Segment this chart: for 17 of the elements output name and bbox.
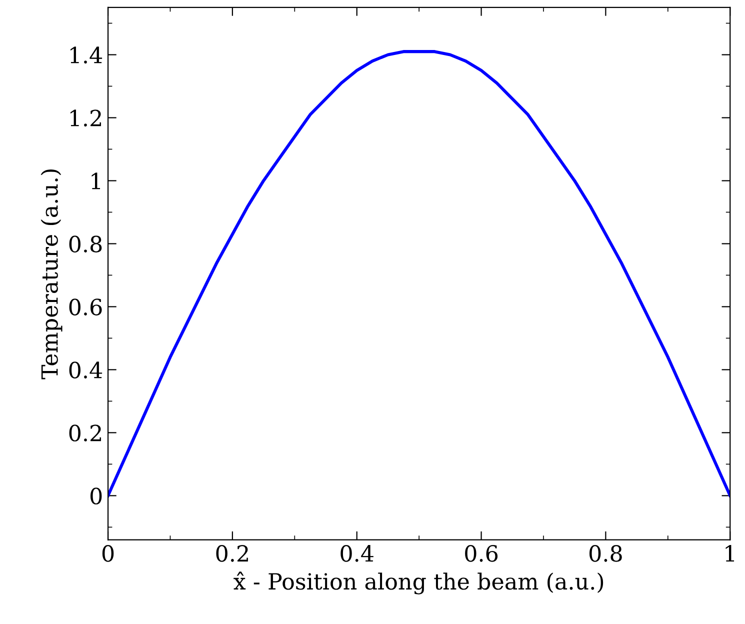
x-tick-label: 0.4	[340, 545, 374, 562]
y-tick-label: 0	[90, 488, 102, 504]
y-axis-title: Temperature (a.u.)	[40, 170, 62, 380]
x-tick-label: 0.8	[589, 545, 622, 562]
y-tick-label: 1.4	[70, 46, 102, 64]
x-axis-title: x̂ - Position along the beam (a.u.)	[234, 572, 604, 594]
line-series	[108, 50, 730, 498]
y-tick-label: 1.2	[70, 110, 101, 126]
y-tick-label: 0.4	[69, 362, 102, 378]
x-tick-label: 1	[726, 545, 734, 562]
x-tick-label: 0	[102, 545, 114, 562]
x-tick-label: 0.6	[465, 545, 498, 562]
y-tick-label: 0.8	[69, 236, 102, 252]
y-tick-label: 1	[92, 172, 100, 190]
y-tick-label: 0.2	[69, 424, 101, 442]
x-tick-label: 0.2	[216, 545, 248, 562]
y-tick-label: 0.6	[69, 298, 102, 316]
